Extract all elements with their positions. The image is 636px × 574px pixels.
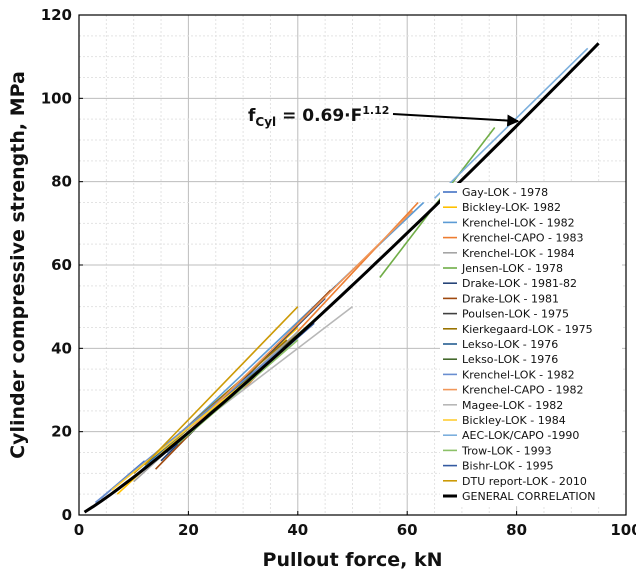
y-tick-label: 120 — [41, 6, 72, 24]
legend-entry: Krenchel-CAPO - 1983 — [462, 232, 584, 245]
y-tick-label: 40 — [51, 339, 72, 357]
y-tick-label: 80 — [51, 173, 72, 191]
general-correlation-line — [83, 42, 600, 514]
correlation-equation: fCyl = 0.69·F1.12 — [248, 104, 389, 129]
y-tick-label: 100 — [41, 89, 72, 107]
legend-entry: Krenchel-LOK - 1982 — [462, 368, 575, 381]
y-tick-label: 60 — [51, 256, 72, 274]
legend-entry: Magee-LOK - 1982 — [462, 399, 563, 412]
series-line-20 — [144, 306, 299, 466]
legend-entry: Krenchel-LOK - 1982 — [462, 216, 575, 229]
legend-entry: Lekso-LOK - 1976 — [462, 353, 558, 366]
legend-entry: AEC-LOK/CAPO -1990 — [462, 429, 579, 442]
legend: Gay-LOK - 1978 Bickley-LOK- 1982 Krenchel-… — [440, 183, 622, 507]
legend-entry: Gay-LOK - 1978 — [462, 186, 548, 199]
legend-background — [440, 183, 622, 507]
legend-entry: Krenchel-CAPO - 1982 — [462, 384, 584, 397]
legend-entry: Drake-LOK - 1981 — [462, 292, 559, 305]
series-line-13 — [94, 335, 299, 504]
equation-annotation: fCyl = 0.69·F1.12 — [248, 104, 520, 129]
y-tick-label: 20 — [51, 423, 72, 441]
legend-entry: GENERAL CORRELATION — [462, 490, 595, 503]
legend-entry: Lekso-LOK - 1976 — [462, 338, 558, 351]
series-layer — [83, 42, 600, 514]
y-tick-label: 0 — [62, 506, 72, 524]
annotation-arrow — [392, 113, 520, 127]
legend-entry: Bickley-LOK- 1982 — [462, 201, 561, 214]
tick-labels: 0 20 40 60 80 100 0 20 40 60 80 100 120 — [41, 6, 636, 539]
x-tick-label: 80 — [506, 521, 527, 539]
x-tick-label: 100 — [610, 521, 636, 539]
legend-entry: Poulsen-LOK - 1975 — [462, 308, 569, 321]
series-line-15 — [215, 306, 353, 412]
y-axis-title: Cylinder compressive strength, MPa — [7, 71, 29, 459]
legend-entry: Bickley-LOK - 1984 — [462, 414, 566, 427]
x-tick-label: 40 — [287, 521, 308, 539]
x-axis-title: Pullout force, kN — [263, 549, 443, 571]
legend-entry: Krenchel-LOK - 1984 — [462, 247, 575, 260]
series-line-17 — [433, 47, 589, 199]
legend-entry: Bishr-LOK - 1995 — [462, 460, 554, 473]
legend-entry: Drake-LOK - 1981-82 — [462, 277, 577, 290]
legend-entry: DTU report-LOK - 2010 — [462, 475, 587, 488]
legend-entry: Trow-LOK - 1993 — [461, 444, 552, 457]
x-tick-label: 60 — [397, 521, 418, 539]
legend-entry: Kierkegaard-LOK - 1975 — [462, 323, 593, 336]
legend-entry: Jensen-LOK - 1978 — [461, 262, 563, 275]
x-tick-label: 20 — [178, 521, 199, 539]
x-tick-label: 0 — [74, 521, 84, 539]
series-line-14 — [187, 210, 414, 433]
